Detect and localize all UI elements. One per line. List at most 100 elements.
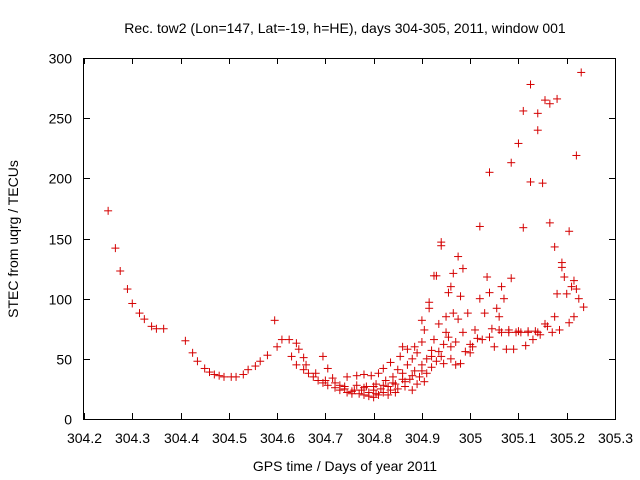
data-point bbox=[410, 366, 419, 375]
data-point bbox=[446, 282, 455, 291]
data-point bbox=[579, 303, 588, 312]
data-point bbox=[219, 372, 228, 381]
data-point bbox=[181, 336, 190, 345]
data-point bbox=[502, 345, 511, 354]
data-point bbox=[565, 318, 574, 327]
x-tick-label: 304.8 bbox=[357, 430, 392, 446]
data-point bbox=[444, 333, 453, 342]
data-point bbox=[526, 80, 535, 89]
x-tick-label: 304.6 bbox=[260, 430, 295, 446]
data-point bbox=[458, 264, 467, 273]
data-point bbox=[434, 319, 443, 328]
data-point bbox=[159, 324, 168, 333]
data-point bbox=[205, 368, 214, 377]
data-point bbox=[439, 359, 448, 368]
data-point bbox=[401, 382, 410, 391]
data-point bbox=[403, 360, 412, 369]
data-point bbox=[398, 342, 407, 351]
data-point bbox=[454, 252, 463, 261]
y-tick-label: 300 bbox=[49, 51, 73, 67]
data-point bbox=[458, 328, 467, 337]
data-point bbox=[442, 312, 451, 321]
data-point bbox=[499, 294, 508, 303]
data-points bbox=[104, 68, 588, 402]
data-point bbox=[193, 357, 202, 366]
data-point bbox=[577, 68, 586, 77]
data-point bbox=[572, 285, 581, 294]
data-point bbox=[135, 309, 144, 318]
data-point bbox=[572, 151, 581, 160]
data-point bbox=[147, 322, 156, 331]
data-point bbox=[475, 294, 484, 303]
x-tick-label: 304.4 bbox=[164, 430, 199, 446]
data-point bbox=[553, 289, 562, 298]
data-point bbox=[352, 371, 361, 380]
data-point bbox=[277, 335, 286, 344]
data-point bbox=[519, 223, 528, 232]
data-point bbox=[408, 386, 417, 395]
y-axis-label: STEC from uqrg / TECUs bbox=[5, 160, 21, 318]
data-point bbox=[403, 345, 412, 354]
data-point bbox=[244, 365, 253, 374]
data-point bbox=[273, 342, 282, 351]
data-point bbox=[514, 327, 523, 336]
data-point bbox=[437, 352, 446, 361]
data-point bbox=[323, 381, 332, 390]
x-tick-label: 305.2 bbox=[550, 430, 585, 446]
data-point bbox=[555, 325, 564, 334]
data-point bbox=[188, 348, 197, 357]
data-point bbox=[497, 282, 506, 291]
data-point bbox=[449, 269, 458, 278]
x-tick-label: 305.3 bbox=[598, 430, 633, 446]
data-point bbox=[427, 363, 436, 372]
y-tick-label: 150 bbox=[49, 232, 73, 248]
data-point bbox=[396, 352, 405, 361]
data-point bbox=[545, 99, 554, 108]
data-point bbox=[533, 126, 542, 135]
data-point bbox=[364, 388, 373, 397]
data-point bbox=[408, 354, 417, 363]
data-point bbox=[321, 376, 330, 385]
data-point bbox=[386, 358, 395, 367]
data-point bbox=[557, 263, 566, 272]
data-point bbox=[104, 206, 113, 215]
chart-title: Rec. tow2 (Lon=147, Lat=-19, h=HE), days… bbox=[124, 20, 566, 36]
data-point bbox=[335, 381, 344, 390]
data-point bbox=[311, 369, 320, 378]
data-point bbox=[429, 335, 438, 344]
data-point bbox=[528, 335, 537, 344]
x-axis-label: GPS time / Days of year 2011 bbox=[253, 458, 437, 474]
data-point bbox=[285, 335, 294, 344]
x-axis: 304.2 304.3 304.4 304.5 304.6 304.7 304.8 304.9… bbox=[67, 58, 633, 446]
data-point bbox=[471, 325, 480, 334]
data-point bbox=[374, 390, 383, 399]
data-point bbox=[483, 273, 492, 282]
data-point bbox=[417, 337, 426, 346]
data-point bbox=[454, 315, 463, 324]
data-point bbox=[140, 315, 149, 324]
data-point bbox=[432, 357, 441, 366]
data-point bbox=[565, 227, 574, 236]
data-point bbox=[485, 288, 494, 297]
data-point bbox=[417, 366, 426, 375]
data-point bbox=[384, 390, 393, 399]
data-point bbox=[379, 381, 388, 390]
data-point bbox=[367, 371, 376, 380]
data-point bbox=[562, 289, 571, 298]
data-point bbox=[432, 271, 441, 280]
data-point bbox=[393, 365, 402, 374]
y-tick-label: 50 bbox=[56, 352, 72, 368]
data-point bbox=[302, 360, 311, 369]
y-tick-label: 100 bbox=[49, 292, 73, 308]
data-point bbox=[473, 334, 482, 343]
y-axis: 0 50 100 150 200 250 300 bbox=[49, 51, 615, 428]
data-point bbox=[519, 106, 528, 115]
data-point bbox=[287, 352, 296, 361]
data-point bbox=[128, 299, 137, 308]
data-point bbox=[343, 388, 352, 397]
data-point bbox=[299, 365, 308, 374]
data-point bbox=[514, 139, 523, 148]
data-point bbox=[350, 386, 359, 395]
data-point bbox=[442, 328, 451, 337]
data-point bbox=[415, 372, 424, 381]
